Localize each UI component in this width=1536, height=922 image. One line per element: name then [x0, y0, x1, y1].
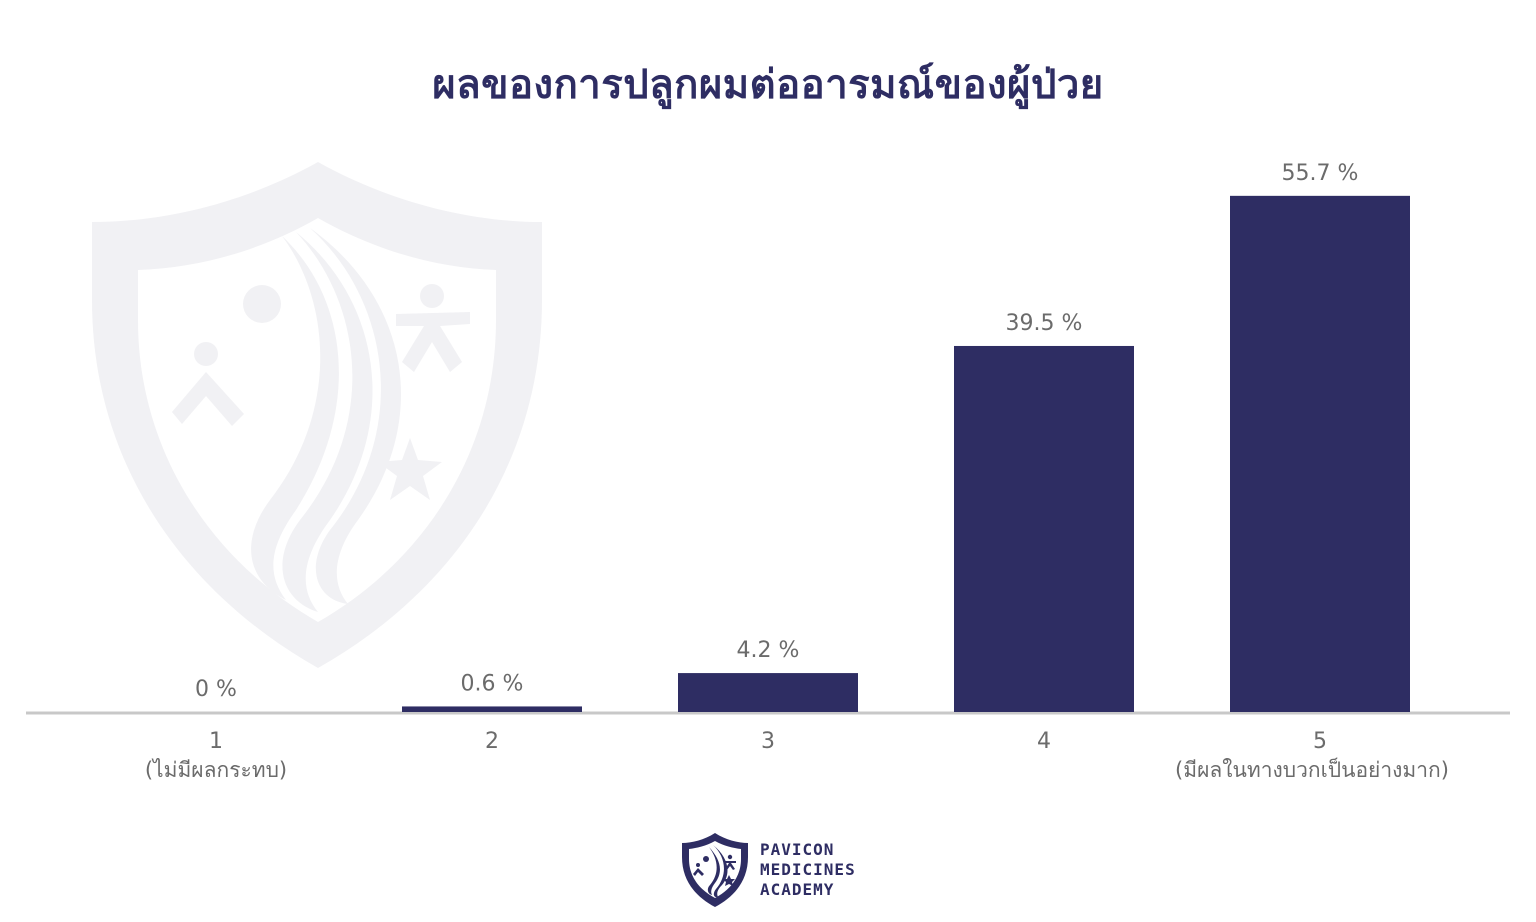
value-label-4: 39.5 % [1006, 311, 1083, 336]
value-label-5: 55.7 % [1282, 161, 1359, 186]
value-label-3: 4.2 % [737, 638, 800, 663]
x-tick-sublabel-1: (ไม่มีผลกระทบ) [145, 758, 287, 782]
shield-logo-icon [682, 833, 748, 907]
watermark-shield-icon [92, 162, 542, 668]
brand-logo: PAVICON MEDICINES ACADEMY [680, 828, 856, 912]
x-tick-label-1: 1 [209, 729, 223, 754]
value-labels-group: 0 % 0.6 % 4.2 % 39.5 % 55.7 % [195, 161, 1358, 702]
value-label-2: 0.6 % [461, 671, 524, 696]
bar-5 [1230, 195, 1410, 712]
x-tick-label-2: 2 [485, 729, 499, 754]
x-tick-label-4: 4 [1037, 729, 1051, 754]
bar-2 [402, 706, 582, 712]
x-tick-labels-group: 1 (ไม่มีผลกระทบ) 2 3 4 5(มีผลในทางบวกเป็นอย่า… [145, 729, 1449, 782]
bars-group [402, 195, 1410, 712]
x-tick-label-3: 3 [761, 729, 775, 754]
chart-title: ผลของการปลูกผมต่ออารมณ์ของผู้ป่วย [432, 62, 1104, 108]
brand-line-2: MEDICINES [760, 860, 856, 879]
bar-3 [678, 673, 858, 712]
brand-line-1: PAVICON [760, 840, 835, 859]
bar-4 [954, 345, 1134, 712]
x-tick-label-5: 5 [1313, 729, 1327, 754]
brand-wordmark: PAVICON MEDICINES ACADEMY [760, 840, 856, 900]
value-label-1: 0 % [195, 677, 237, 702]
x-tick-sublabel-5: (มีผลในทางบวกเป็นอย่างมาก) [1175, 756, 1449, 782]
brand-line-3: ACADEMY [760, 880, 835, 899]
